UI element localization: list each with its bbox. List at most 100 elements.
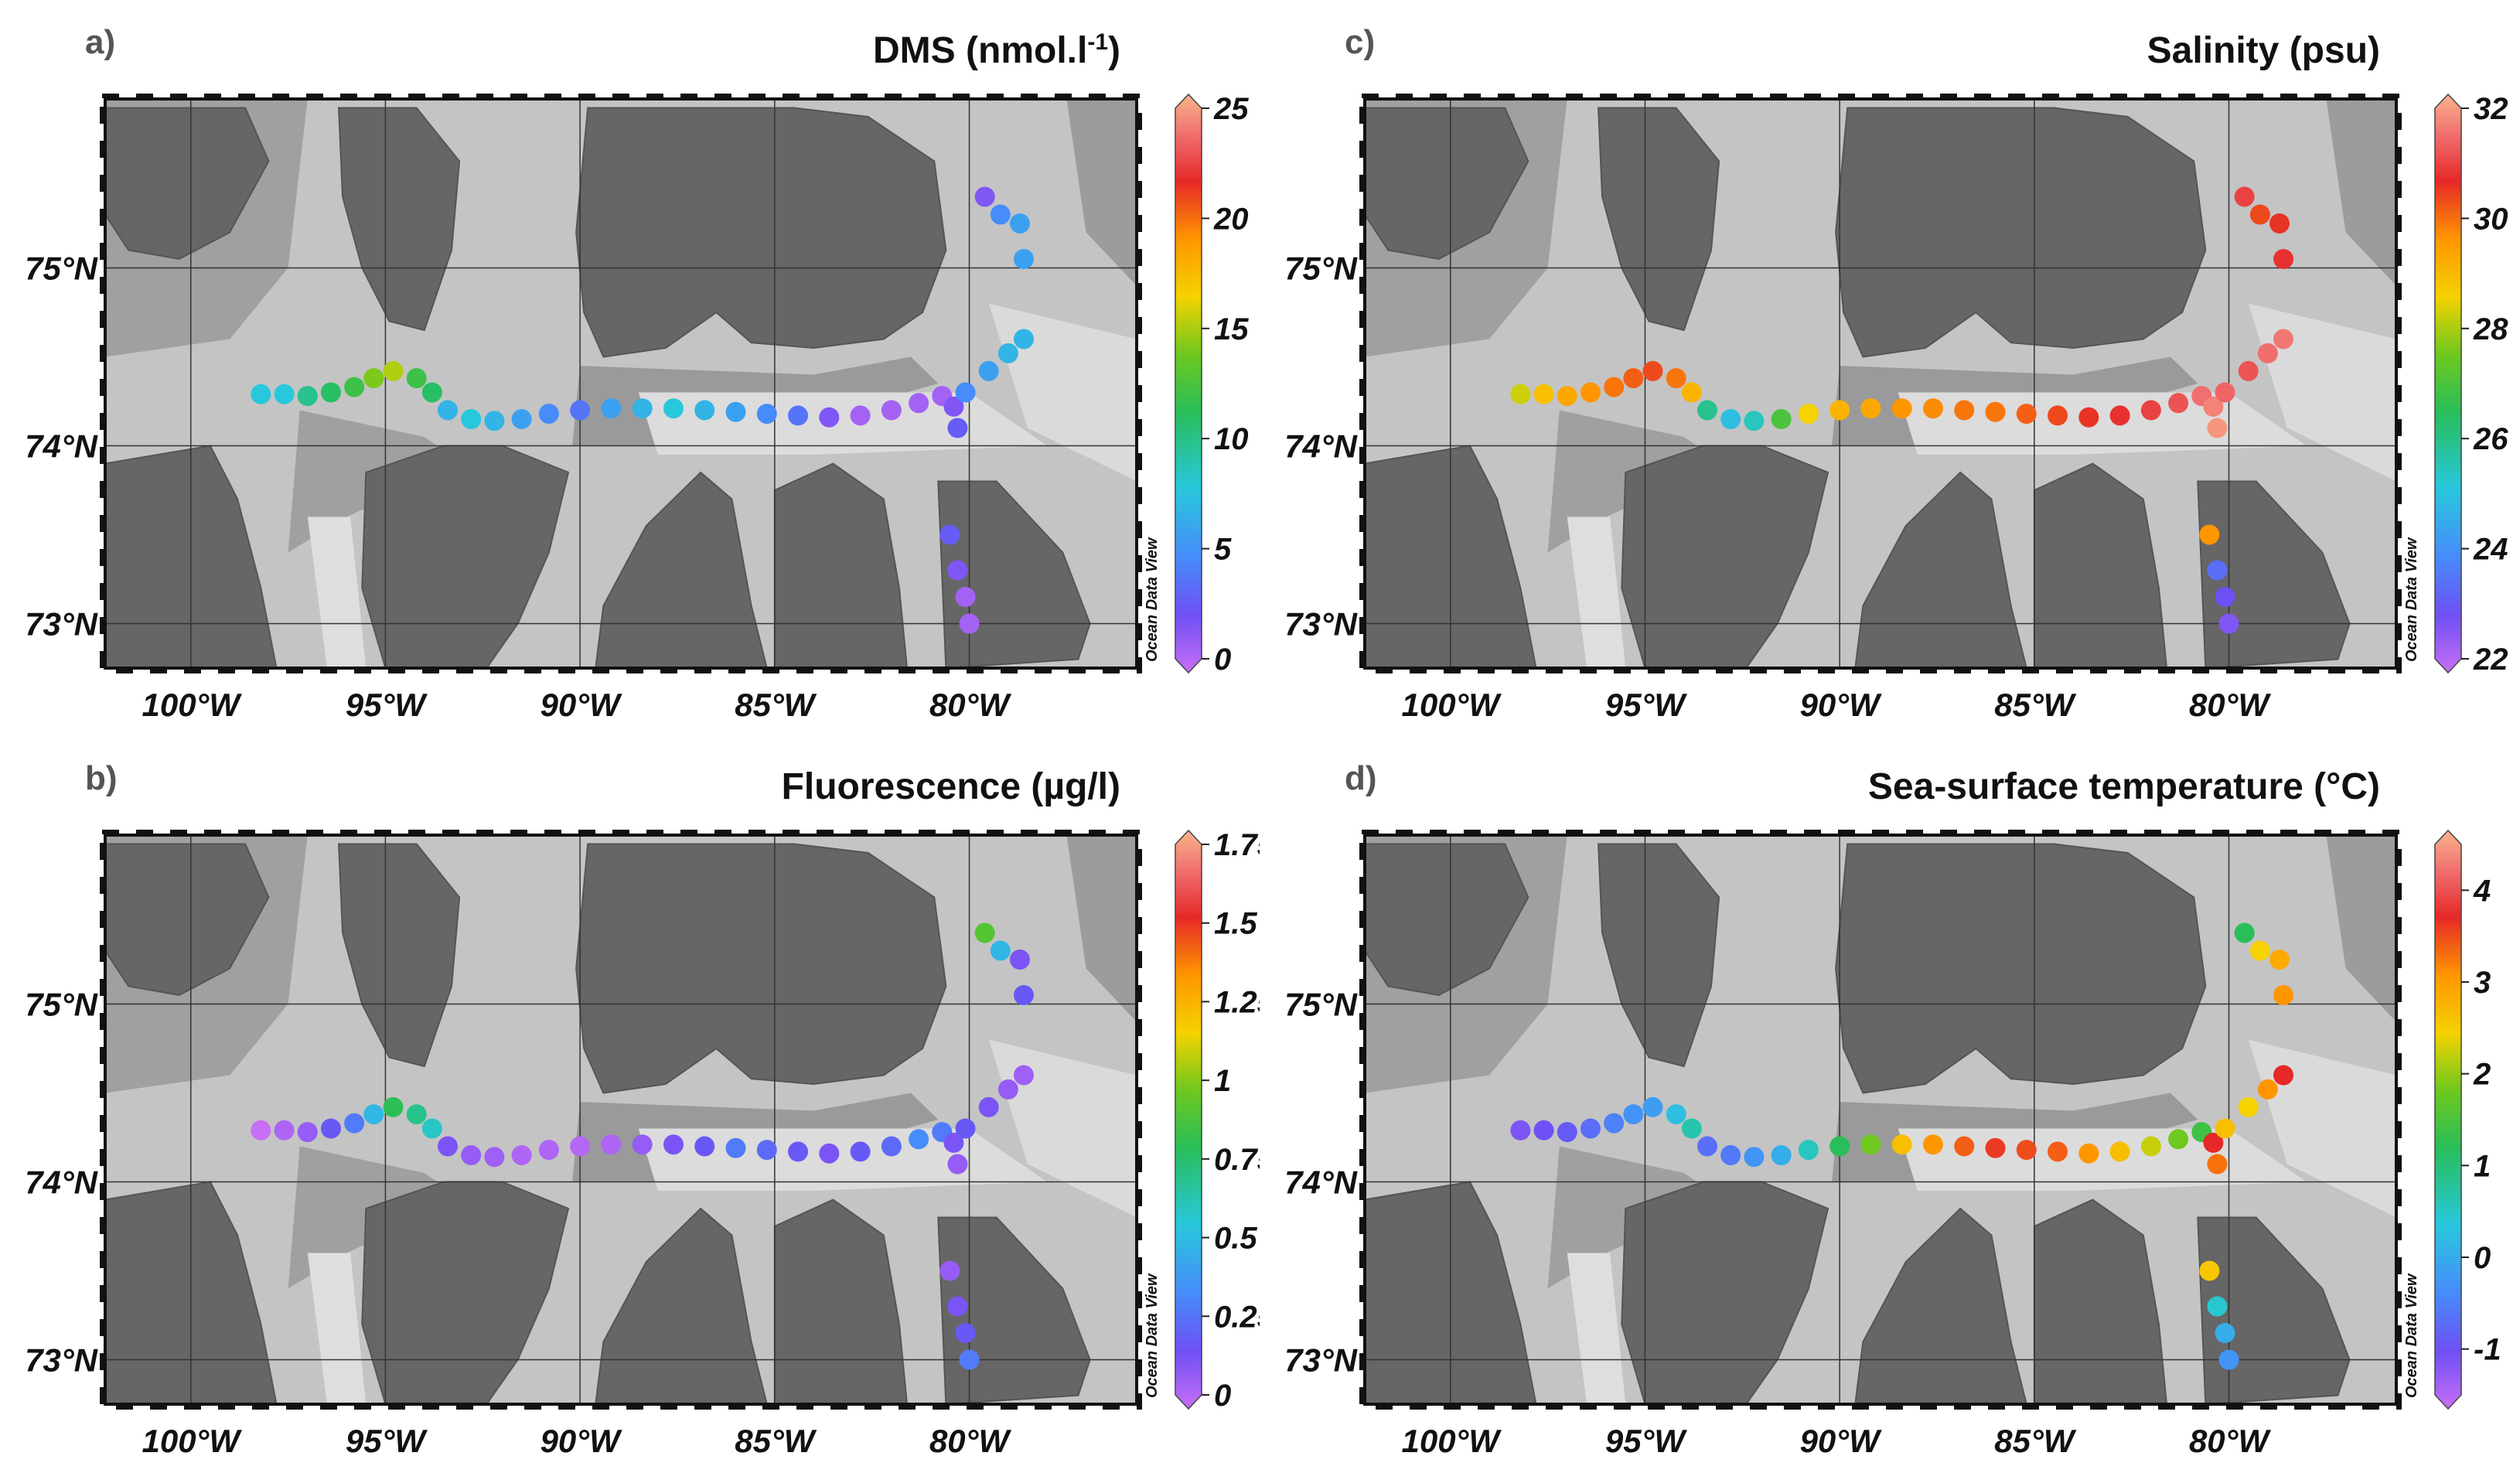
bathymetry-shade	[2326, 99, 2396, 286]
land-mass	[575, 107, 947, 358]
sample-point	[959, 1349, 980, 1370]
map-sst: 75°N 74°N 73°N 100°W 95°W 90°W 85°W 80°W Ocean D…	[1284, 829, 2501, 1459]
sample-point	[2203, 1132, 2224, 1153]
sample-point	[1580, 1118, 1601, 1139]
map-frame	[104, 834, 1138, 1406]
sample-point	[2273, 249, 2294, 269]
colorbar-tick-label: 1.25	[1214, 985, 1260, 1019]
map-border-ticks	[1359, 94, 2402, 673]
odv-watermark: Ocean Data View	[2403, 1273, 2420, 1398]
colorbar-tick-label: 25	[1213, 92, 1249, 126]
sample-point	[881, 400, 902, 421]
sample-point	[2203, 396, 2224, 417]
colorbar	[1175, 829, 1202, 1410]
sample-point	[1533, 1120, 1554, 1141]
sample-point	[1666, 368, 1686, 389]
sample-point	[974, 186, 995, 207]
sample-point	[538, 404, 559, 425]
sample-point	[1891, 1134, 1912, 1155]
longitude-label: 100°W	[1401, 1423, 1502, 1459]
land-mass	[1835, 107, 2207, 358]
latitude-label: 74°N	[25, 1164, 99, 1201]
sample-point	[1014, 985, 1035, 1005]
sample-point	[421, 1118, 442, 1139]
sample-point	[2140, 400, 2161, 421]
panel-letter: d)	[1345, 759, 1377, 797]
sample-point	[2207, 1154, 2228, 1175]
sample-point	[1623, 368, 1644, 389]
sample-point	[909, 1129, 929, 1150]
sample-point	[2140, 1136, 2161, 1157]
sample-point	[2215, 1323, 2235, 1343]
longitude-label: 85°W	[1994, 1423, 2077, 1459]
latitude-label: 73°N	[25, 606, 99, 643]
sample-point	[1922, 1134, 1943, 1155]
colorbar-tick-label: 1	[1214, 1064, 1231, 1098]
land-mass	[1365, 107, 1529, 261]
longitude-label: 90°W	[540, 687, 623, 723]
sample-point	[1798, 1140, 1819, 1161]
land-mass	[773, 462, 909, 668]
map-fluorescence: 75°N 74°N 73°N 100°W 95°W 90°W 85°W 80°W Ocean D…	[25, 828, 1260, 1459]
sample-point	[1014, 249, 1035, 269]
sample-point	[2215, 587, 2235, 607]
sample-point	[959, 613, 980, 634]
sample-point	[1642, 1096, 1663, 1117]
panel-fluorescence: b) Fluorescence (µg/l) 75°N 74°N 73°N 100°W…	[0, 736, 1260, 1472]
sample-point	[251, 1120, 271, 1141]
sample-point	[2016, 404, 2037, 425]
sample-point	[251, 384, 271, 404]
sample-point	[1860, 1134, 1881, 1155]
sample-point	[788, 1141, 809, 1162]
sample-point	[1604, 1113, 1625, 1134]
sample-point	[663, 1134, 684, 1155]
sample-point	[437, 400, 458, 421]
colorbar-tick-label: 2	[2473, 1058, 2491, 1092]
sample-point	[909, 393, 929, 414]
sample-point	[363, 1104, 384, 1125]
sample-point	[1985, 401, 2006, 422]
sample-point	[1922, 398, 1943, 419]
latitude-label: 75°N	[1284, 251, 1359, 287]
sample-point	[2218, 1349, 2239, 1370]
colorbar-tick-label: 0.5	[1214, 1222, 1257, 1256]
latitude-label: 74°N	[1284, 1164, 1359, 1201]
sample-point	[344, 377, 365, 397]
sample-point	[2269, 213, 2290, 234]
sample-point	[1891, 398, 1912, 419]
latitude-label: 74°N	[25, 428, 99, 465]
panel-sst: d) Sea-surface temperature (°C) 75°N 74°N…	[1260, 736, 2519, 1472]
sample-point	[939, 524, 960, 545]
sample-point	[1642, 360, 1663, 381]
longitude-label: 85°W	[735, 687, 817, 723]
land-mass	[1365, 843, 1529, 997]
panel-title: Fluorescence (µg/l)	[781, 766, 1120, 807]
sample-point	[538, 1140, 559, 1161]
sample-point	[421, 382, 442, 403]
latitude-label: 73°N	[25, 1342, 99, 1379]
sample-point	[1557, 386, 1577, 407]
sample-point	[1860, 398, 1881, 419]
colorbar-tick-label: 22	[2473, 643, 2508, 677]
sample-point	[850, 1141, 871, 1162]
sample-point	[2048, 405, 2068, 426]
sample-point	[943, 1132, 964, 1153]
sample-point	[383, 1096, 404, 1117]
sample-point	[2273, 1065, 2294, 1086]
sample-point	[461, 409, 482, 429]
sample-point	[1696, 1136, 1717, 1157]
sample-point	[406, 1104, 427, 1125]
sample-point	[1666, 1104, 1686, 1125]
sample-point	[2207, 560, 2228, 581]
longitude-label: 90°W	[540, 1423, 623, 1459]
odv-watermark: Ocean Data View	[1144, 1273, 1161, 1398]
colorbar-tick-label: 1.5	[1214, 907, 1257, 941]
sample-point	[947, 560, 968, 581]
sample-point	[725, 1137, 746, 1158]
sample-point	[2234, 922, 2255, 943]
colorbar-tick-label: 0	[1214, 643, 1231, 677]
sample-point	[756, 404, 777, 425]
colorbar	[2434, 93, 2462, 674]
sample-point	[1623, 1104, 1644, 1125]
sample-point	[819, 407, 840, 428]
